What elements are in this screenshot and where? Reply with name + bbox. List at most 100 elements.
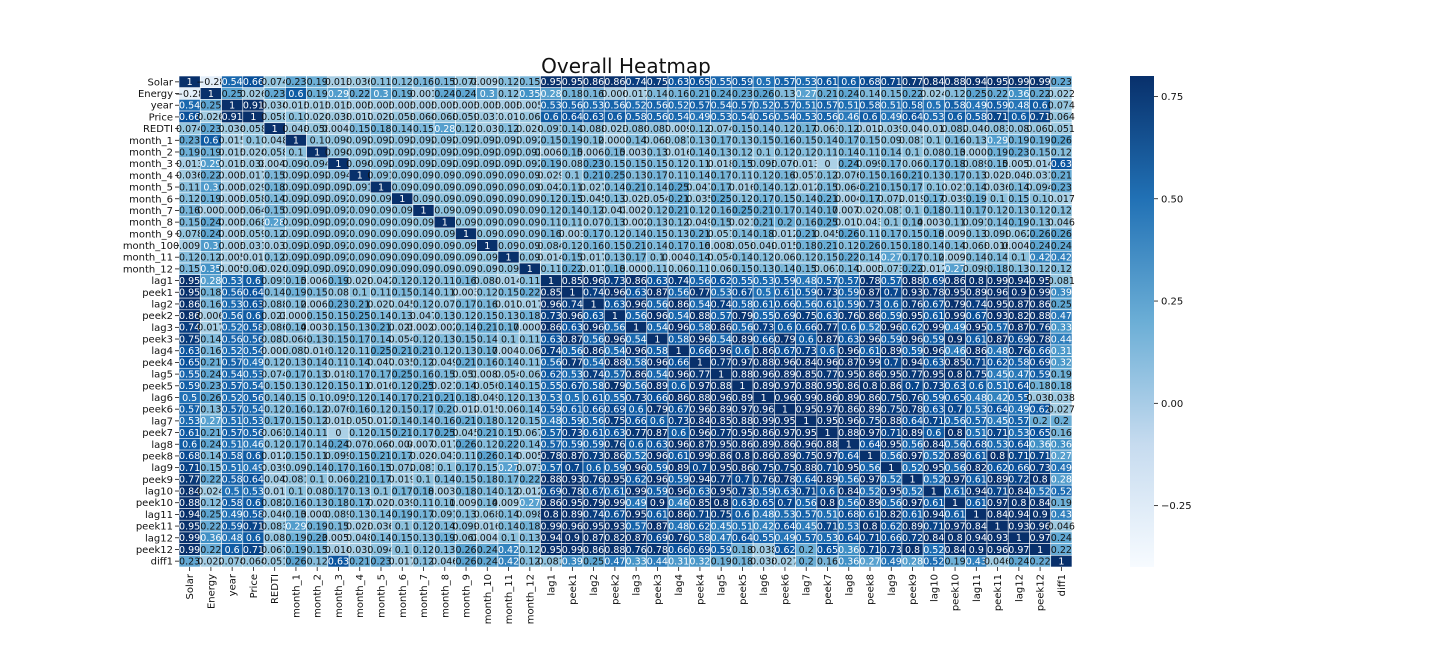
heatmap-cell-label: 0.068: [431, 112, 458, 123]
heatmap-cell-label: 0.12: [307, 381, 328, 392]
heatmap-cell-label: 1: [867, 451, 873, 462]
heatmap-cell-label: 0.56: [838, 475, 859, 486]
heatmap-cell-label: 0.19: [179, 147, 200, 158]
heatmap-cell-label: 0.85: [711, 416, 732, 427]
heatmap-cell-label: 0.89: [859, 404, 880, 415]
heatmap-cell-label: 0.15: [647, 229, 668, 240]
heatmap-cell-label: 0.092: [282, 171, 309, 182]
heatmap-cell-label: 0.56: [541, 358, 562, 369]
heatmap-cell-label: 0.67: [562, 381, 583, 392]
heatmap-cell-label: 0.17: [328, 463, 349, 474]
colorbar-tick-label: 0.00: [1161, 399, 1183, 410]
column-tick-label: month_11: [504, 574, 515, 624]
heatmap-cell-label: 0.6: [820, 486, 835, 497]
heatmap-cell-label: 0.89: [647, 381, 668, 392]
heatmap-cell-label: 0.86: [711, 451, 732, 462]
heatmap-cell-label: 0.61: [753, 299, 774, 310]
heatmap-cell-label: 0.068: [282, 334, 309, 345]
heatmap-cell-label: 0.036: [984, 182, 1011, 193]
heatmap-cell-label: 0.85: [562, 276, 583, 287]
heatmap-cell-label: 0.15: [477, 463, 498, 474]
heatmap-cell-label: 0.13: [626, 171, 647, 182]
heatmap-cell-label: 0.13: [732, 136, 753, 147]
heatmap-cell-label: 0.051: [261, 556, 288, 567]
heatmap-cell-label: 0.63: [179, 346, 200, 357]
heatmap-cell-label: 0.18: [370, 124, 391, 135]
heatmap-cell-label: 0.054: [644, 194, 671, 205]
heatmap-cell-label: 0.95: [966, 323, 987, 334]
heatmap-cell-label: 0.2: [1054, 416, 1069, 427]
heatmap-cell-label: 0.97: [774, 428, 795, 439]
heatmap-cell-label: 0.18: [944, 159, 965, 170]
heatmap-cell-label: 0.47: [711, 533, 732, 544]
heatmap-cell-label: 0.6: [862, 112, 877, 123]
heatmap-cell-label: 0.017: [623, 89, 650, 100]
heatmap-cell-label: 0.03: [477, 124, 498, 135]
heatmap-cell-label: 0.61: [817, 77, 838, 88]
heatmap-cell-label: 0.28: [541, 89, 562, 100]
heatmap-cell-label: 0.96: [881, 323, 902, 334]
heatmap-cell-label: 0.18: [519, 311, 540, 322]
heatmap-cell-label: 0.24: [711, 89, 732, 100]
heatmap-cell-label: 0.57: [179, 404, 200, 415]
heatmap-cell-label: 0.0093: [471, 77, 504, 88]
heatmap-cell-label: 0.69: [774, 311, 795, 322]
heatmap-cell-label: 0.26: [455, 556, 476, 567]
heatmap-cell-label: 0.15: [1008, 194, 1029, 205]
heatmap-cell-label: 0.092: [367, 159, 394, 170]
heatmap-cell-label: 0.058: [240, 124, 267, 135]
colorbar-tick-label: 0.25: [1161, 297, 1183, 308]
heatmap-cell-label: 0.21: [434, 393, 455, 404]
heatmap-cell-label: 0.88: [711, 381, 732, 392]
heatmap-cell-label: 0.57: [796, 510, 817, 521]
row-tick-label: month_4: [129, 171, 173, 182]
heatmap-cell-label: 0.13: [604, 253, 625, 264]
heatmap-cell-label: 0.66: [881, 533, 902, 544]
heatmap-cell-label: 0.58: [668, 334, 689, 345]
heatmap-cell-label: 0.045: [814, 229, 841, 240]
heatmap-cell-label: 0.95: [1030, 276, 1051, 287]
heatmap-cell-label: 0.13: [519, 533, 540, 544]
heatmap-cell-label: 0.71: [987, 112, 1008, 123]
heatmap-cell-label: 0.88: [689, 311, 710, 322]
heatmap-cell-label: 0.56: [817, 112, 838, 123]
heatmap-cell-label: 0.99: [541, 521, 562, 532]
heatmap-cell-label: 1: [654, 334, 660, 345]
heatmap-cell-label: 0.15: [732, 124, 753, 135]
heatmap-cell-label: 0.64: [902, 416, 923, 427]
heatmap-cell-label: 0.24: [200, 369, 221, 380]
heatmap-cell-label: 0.52: [1051, 486, 1072, 497]
heatmap-cell-label: 0.12: [413, 521, 434, 532]
heatmap-cell-label: 0.1: [905, 206, 920, 217]
heatmap-cell-label: 0.6: [841, 77, 856, 88]
heatmap-cell-label: 0.62: [689, 521, 710, 532]
heatmap-cell-label: 0.2: [799, 545, 814, 556]
heatmap-cell-label: 0.62: [902, 323, 923, 334]
heatmap-cell-label: 0.1: [926, 136, 941, 147]
heatmap-cell-label: 1: [378, 182, 384, 193]
heatmap-cell-label: 0.12: [498, 416, 519, 427]
column-tick-label: peek9: [908, 574, 919, 605]
heatmap-cell-label: 0.11: [732, 171, 753, 182]
heatmap-cell-label: 0.87: [1008, 299, 1029, 310]
heatmap-cell-label: 0.014: [495, 276, 522, 287]
heatmap-cell-label: 0.56: [796, 498, 817, 509]
heatmap-cell-label: 0.75: [966, 369, 987, 380]
row-tick-label: lag11: [145, 510, 173, 521]
heatmap-cell-label: 0.59: [222, 521, 243, 532]
heatmap-cell-label: 0.17: [838, 136, 859, 147]
heatmap-cell-label: 0.88: [881, 416, 902, 427]
heatmap-cell-label: 0.56: [796, 299, 817, 310]
heatmap-cell-label: 0.61: [966, 475, 987, 486]
heatmap-cell-label: 0.87: [1008, 323, 1029, 334]
heatmap-cell-label: 0.14: [370, 533, 391, 544]
heatmap-cell-label: 0.24: [477, 556, 498, 567]
heatmap-cell-label: 0.068: [963, 241, 990, 252]
heatmap-cell-label: 0.26: [455, 545, 476, 556]
heatmap-cell-label: 0.86: [817, 393, 838, 404]
heatmap-cell-label: 0.52: [923, 556, 944, 567]
heatmap-cell-label: 0.89: [774, 369, 795, 380]
heatmap-cell-label: 0.09: [434, 241, 455, 252]
heatmap-cell-label: 0.18: [328, 498, 349, 509]
heatmap-cell-label: 0.63: [647, 440, 668, 451]
